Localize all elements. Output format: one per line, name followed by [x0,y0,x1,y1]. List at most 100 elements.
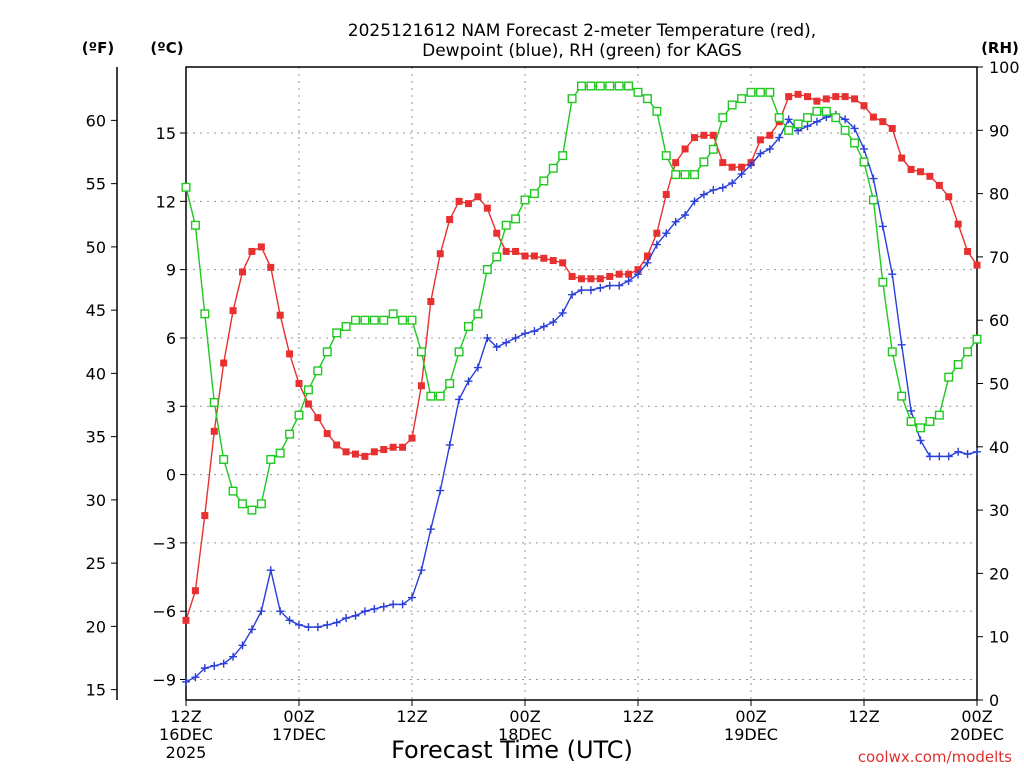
rh-point [633,87,643,97]
dewpoint-point [445,440,454,449]
dewpoint-point [803,122,812,131]
rh-tick-label: 100 [989,58,1020,77]
dewpoint-point [869,174,878,183]
dewpoint-point [907,406,916,415]
rh-point [661,151,671,161]
rh-tick-label: 80 [989,185,1009,204]
rh-point [906,416,916,426]
fahrenheit-tick-label: 35 [86,428,106,447]
rh-point [445,379,455,389]
dewpoint-point [511,333,520,342]
temperature-point [304,400,312,408]
dewpoint-point [276,607,285,616]
rh-point [671,170,681,180]
rh-point [256,499,266,509]
temperature-point [756,136,764,144]
temperature-point [530,252,538,260]
rh-point [746,87,756,97]
dewpoint-point [624,277,633,286]
dewpoint-point [295,620,303,629]
dewpoint-point [539,322,548,331]
dewpoint-point [257,607,266,616]
time-tick-label: 00Z [509,707,540,726]
rh-point [605,81,615,91]
temperature-point [323,430,331,438]
dewpoint-point [728,179,737,188]
rh-point [313,366,323,376]
rh-point [652,106,662,116]
time-tick-label: 17DEC [272,725,326,744]
dewpoint-point [963,450,972,459]
celsius-tick-label: 3 [166,397,176,416]
rh-point [690,170,700,180]
dewpoint-point [897,340,906,349]
dewpoint-point [408,593,416,602]
temperature-point [370,448,378,456]
temperature-point [361,452,369,460]
rh-point [360,315,370,325]
rh-point [925,416,935,426]
rh-point [454,347,464,357]
series-line [185,93,978,621]
rh-tick-label: 90 [989,121,1009,140]
x-axis-label: Forecast Time (UTC) [391,736,633,764]
rh-point [755,87,765,97]
temperature-point [446,216,454,224]
temperature-point [286,350,294,358]
dewpoint-point [210,661,219,670]
dewpoint-point [605,281,614,290]
dewpoint-point [784,115,793,124]
dewpoint-point [417,566,426,575]
rh-point [680,170,690,180]
rh-point [520,195,530,205]
rh-tick-label: 0 [989,691,999,710]
series-2 [181,81,982,515]
rh-point [972,334,982,344]
temperature-point [672,159,680,167]
temperature-point [399,443,407,451]
temperature-point [596,275,604,283]
credit-label: coolwx.com/modelts [858,748,1012,766]
rh-point [435,391,445,401]
rh-point [294,410,304,420]
temperature-point [540,254,548,262]
temperature-point [615,270,623,278]
rh-point [821,106,831,116]
dewpoint-point [191,673,200,682]
temperature-point [926,172,934,180]
dewpoint-point [860,144,868,153]
temperature-point [917,168,924,176]
dewpoint-point [577,286,586,295]
fahrenheit-tick-label: 45 [86,301,106,320]
temperature-point [860,102,868,110]
rh-point [341,322,351,332]
dewpoint-point [200,664,209,673]
rh-point [379,315,389,325]
fahrenheit-tick-label: 25 [86,554,106,573]
temperature-point [257,243,265,251]
rh-point [953,360,963,370]
rh-point [285,429,295,439]
rh-point [190,220,200,230]
dewpoint-point [229,652,238,661]
rh-point [548,163,558,173]
rh-tick-label: 50 [989,375,1009,394]
temperature-point [474,193,482,201]
temperature-point [691,134,698,142]
fahrenheit-tick-label: 60 [86,111,106,130]
temperature-point [634,266,642,274]
dewpoint-point [360,607,369,616]
temperature-point [766,131,774,139]
time-tick-label: 00Z [283,707,314,726]
temperature-point [728,163,736,171]
rh-point [859,157,869,167]
rh-point [708,144,718,154]
celsius-tick-label: −3 [152,534,176,553]
rh-point [718,113,728,123]
dewpoint-point [671,217,680,226]
rh-point [812,106,822,116]
temperature-point [436,250,444,258]
rh-point [426,391,436,401]
